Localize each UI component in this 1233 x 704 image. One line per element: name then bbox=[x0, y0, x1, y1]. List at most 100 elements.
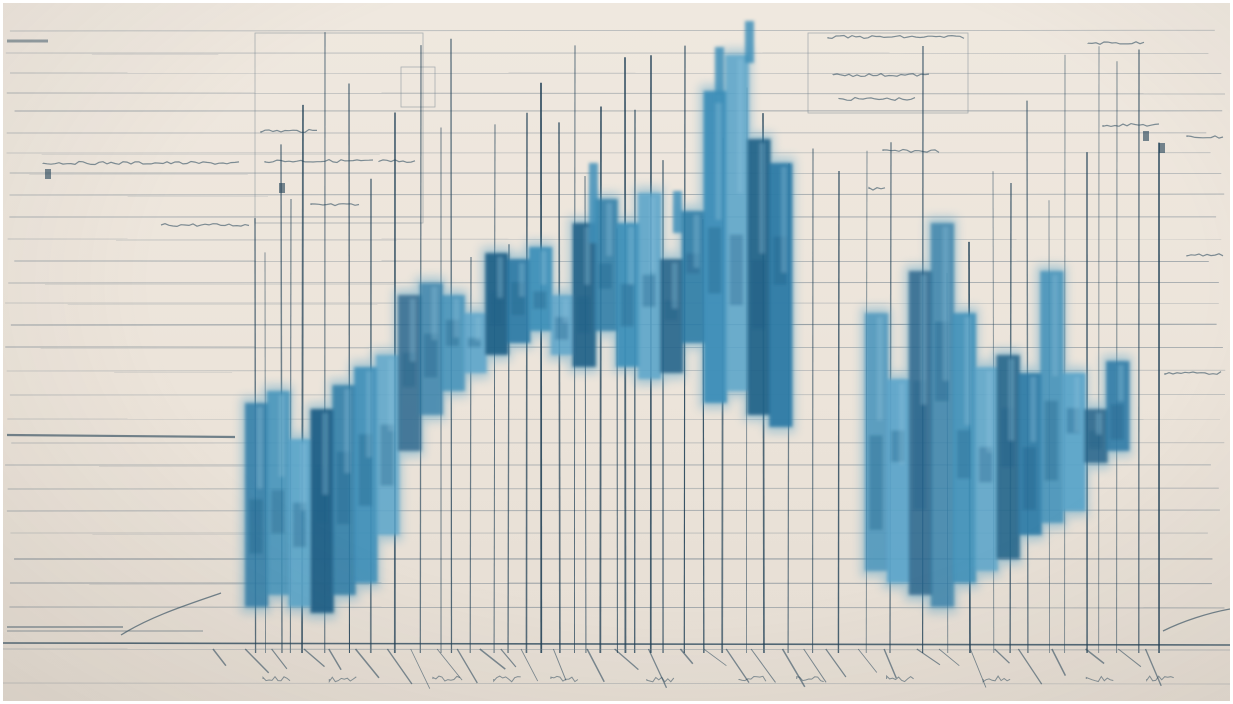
axis-scribble bbox=[493, 675, 521, 683]
bar-highlight bbox=[628, 227, 634, 285]
bar-highlight bbox=[453, 299, 460, 338]
bar-core bbox=[293, 502, 307, 548]
gridline bbox=[9, 582, 1212, 585]
bar-core bbox=[467, 337, 481, 348]
bar-core bbox=[1022, 447, 1036, 510]
axis-hatch bbox=[725, 648, 750, 683]
bar-highlight bbox=[584, 227, 591, 285]
axis-hatch bbox=[938, 648, 960, 667]
bar-highlight bbox=[1052, 275, 1058, 376]
ink-mark bbox=[279, 183, 285, 193]
scribble bbox=[1164, 371, 1222, 376]
axis-hatch bbox=[994, 648, 1010, 664]
bar-16 bbox=[572, 223, 596, 367]
bar-core bbox=[708, 227, 722, 294]
bar-highlight bbox=[899, 383, 905, 465]
axis-hatch bbox=[456, 648, 478, 684]
vertical-tick bbox=[558, 122, 561, 654]
scribble bbox=[260, 128, 317, 134]
bar-core bbox=[913, 380, 927, 511]
bar-highlight bbox=[322, 413, 328, 495]
bar-highlight bbox=[942, 227, 949, 381]
bar-chart bbox=[3, 21, 1230, 689]
bar-highlight bbox=[519, 263, 525, 297]
bar-core bbox=[577, 296, 591, 333]
bar-wick bbox=[745, 21, 754, 63]
axis-hatch bbox=[212, 648, 227, 667]
axis-hatch bbox=[1051, 648, 1067, 676]
axis-hatch bbox=[1144, 648, 1162, 687]
scribble bbox=[310, 203, 360, 207]
axis-hatch bbox=[386, 648, 413, 685]
bar-highlight bbox=[278, 395, 285, 477]
bar-14 bbox=[528, 247, 553, 331]
scribble bbox=[827, 34, 965, 40]
bar-wick bbox=[673, 191, 682, 233]
vertical-tick bbox=[837, 171, 840, 654]
x-axis-line-3 bbox=[3, 682, 1230, 685]
bar-core bbox=[751, 260, 765, 330]
axis-hatch bbox=[328, 648, 342, 671]
bar-29 bbox=[930, 223, 955, 607]
ink-mark bbox=[1159, 143, 1165, 153]
axis-hatch bbox=[354, 648, 380, 679]
axis-hatch bbox=[703, 648, 727, 667]
bar-highlight bbox=[715, 95, 722, 220]
bar-highlight bbox=[920, 275, 927, 405]
bar-highlight bbox=[672, 263, 678, 309]
bar-27 bbox=[886, 379, 911, 583]
bar-34 bbox=[1040, 271, 1064, 523]
bar-highlight bbox=[344, 389, 350, 473]
axis-scribble bbox=[328, 676, 357, 683]
axis-scribble bbox=[738, 675, 767, 682]
axis-hatch bbox=[479, 648, 506, 670]
axis-hatch bbox=[500, 648, 517, 668]
axis-hatch bbox=[271, 648, 288, 670]
axis-hatch bbox=[410, 648, 431, 689]
bars bbox=[245, 21, 1130, 613]
bar-highlight bbox=[562, 299, 569, 323]
bar-highlight bbox=[257, 407, 263, 489]
axis-hatch bbox=[436, 648, 463, 681]
scribble bbox=[882, 148, 940, 153]
scribble bbox=[832, 73, 930, 78]
scribble bbox=[264, 158, 374, 164]
axis-hatch bbox=[1017, 648, 1043, 685]
vertical-tick bbox=[599, 106, 602, 654]
axis-hatch bbox=[244, 648, 270, 674]
axis-hatch bbox=[916, 648, 941, 666]
bar-core bbox=[533, 291, 547, 309]
trend-sketch bbox=[1162, 608, 1230, 632]
bar-highlight bbox=[475, 317, 481, 341]
bar-highlight bbox=[964, 317, 971, 425]
axis-hatch bbox=[586, 648, 605, 683]
axis-scribble bbox=[550, 675, 579, 683]
axis-hatch bbox=[614, 648, 639, 671]
scribble bbox=[378, 159, 416, 164]
vertical-tick bbox=[525, 112, 528, 654]
bar-wick bbox=[715, 47, 724, 103]
gridline bbox=[6, 92, 1225, 95]
axis-hatch bbox=[679, 648, 694, 665]
gridline bbox=[9, 29, 1215, 32]
bar-core bbox=[1088, 430, 1102, 449]
axis-hatch bbox=[750, 648, 776, 683]
bar-highlight bbox=[781, 167, 787, 273]
axis-hatch bbox=[552, 648, 567, 681]
bar-highlight bbox=[1030, 377, 1036, 442]
x-axis-line-2 bbox=[3, 648, 1230, 651]
x-axis-line bbox=[3, 642, 1230, 646]
bar-core bbox=[957, 430, 971, 479]
axis-hatch bbox=[803, 648, 827, 683]
bar-core bbox=[729, 234, 743, 306]
axis-hatch bbox=[883, 648, 897, 679]
scribble bbox=[42, 160, 240, 166]
vertical-tick bbox=[493, 124, 496, 654]
axis-scribble bbox=[886, 674, 914, 683]
sketch-frame bbox=[400, 66, 436, 108]
bar-highlight bbox=[300, 443, 307, 511]
bar-23 bbox=[725, 55, 749, 391]
chart-canvas bbox=[3, 3, 1230, 701]
axis-scribble bbox=[982, 675, 1011, 683]
scribbles bbox=[42, 34, 1230, 636]
